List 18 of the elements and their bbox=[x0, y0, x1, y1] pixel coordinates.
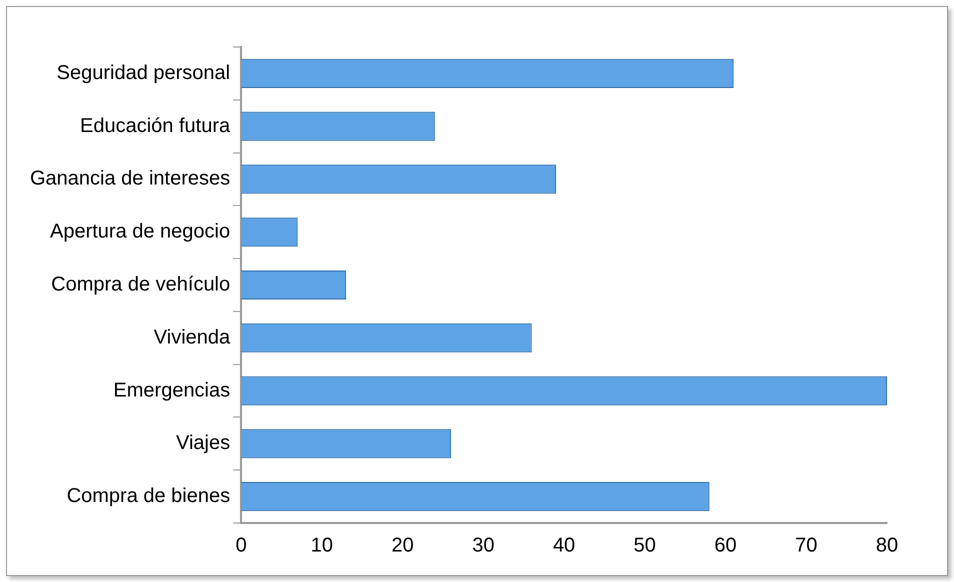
y-tick-label: Emergencias bbox=[113, 379, 230, 402]
y-tick-label: Educación futura bbox=[80, 114, 231, 137]
x-tick-label: 20 bbox=[391, 534, 414, 557]
x-tick-label: 10 bbox=[310, 534, 333, 557]
x-tick-label: 0 bbox=[236, 534, 247, 557]
y-tick-label: Vivienda bbox=[154, 326, 231, 348]
y-tick-label: Apertura de negocio bbox=[50, 220, 230, 243]
x-tick-label: 60 bbox=[714, 534, 737, 557]
y-tick-label: Viajes bbox=[176, 432, 230, 454]
x-tick-label: 80 bbox=[876, 534, 898, 557]
x-tick-label: 30 bbox=[472, 534, 494, 557]
x-tick-label: 40 bbox=[552, 534, 576, 557]
x-tick-label: 70 bbox=[795, 534, 818, 557]
y-tick-label: Ganancia de intereses bbox=[30, 168, 230, 190]
y-tick-label: Compra de bienes bbox=[66, 485, 230, 508]
x-tick-label: 50 bbox=[634, 534, 656, 557]
y-tick-label: Compra de vehículo bbox=[51, 274, 230, 296]
y-tick-label: Seguridad personal bbox=[56, 62, 230, 84]
